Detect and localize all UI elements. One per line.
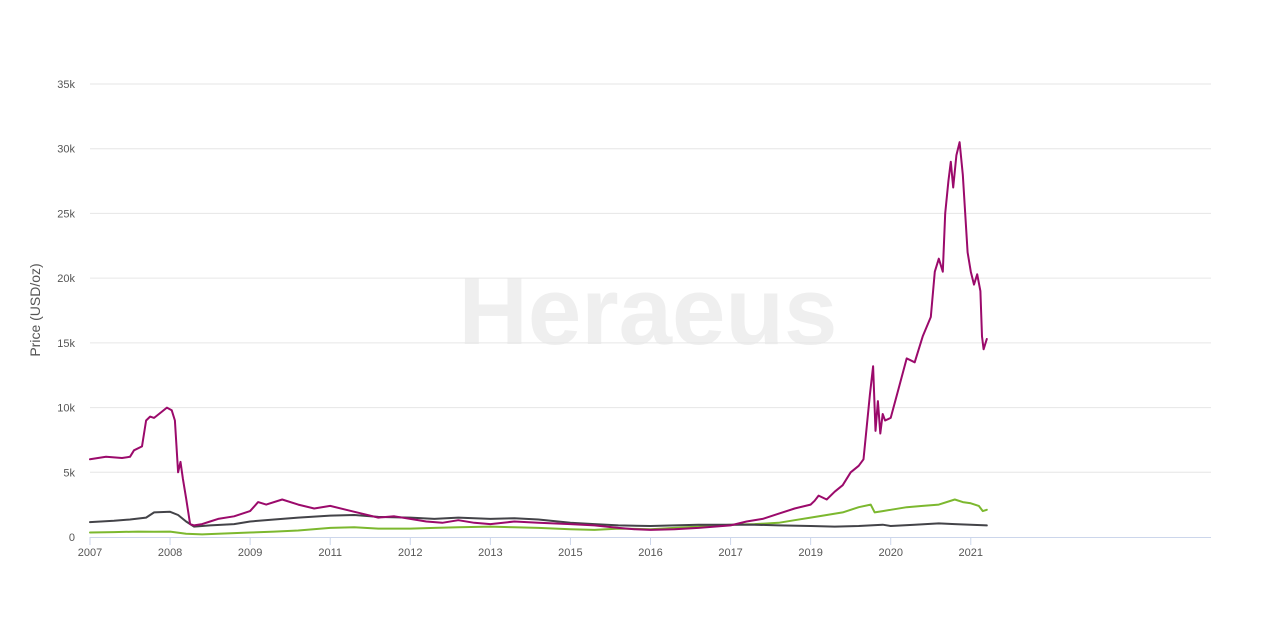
y-tick-label: 30k [57,144,75,156]
x-tick-label: 2016 [638,547,662,559]
x-tick-label: 2019 [798,547,822,559]
series-line [89,510,988,528]
gridlines [90,83,1211,473]
series-line [89,141,988,531]
watermark-logo: Heraeus [459,258,838,365]
x-tick-label: 2013 [478,547,502,559]
x-tick-label: 2020 [878,547,902,559]
y-tick-label: 20k [57,273,75,285]
x-tick-label: 2011 [318,547,342,559]
x-tick-label: 2015 [558,547,582,559]
y-tick-label: 35k [57,79,75,91]
y-tick-label: 25k [57,208,75,220]
y-axis-title: Price (USD/oz) [27,263,43,356]
x-tick-label: 2007 [78,547,102,559]
y-tick-label: 10k [57,403,75,415]
y-tick-label: 5k [63,467,75,479]
y-axis-tick-labels: 0 5k 10k 15k 20k 25k 30k 35k [57,79,75,544]
x-tick-label: 2009 [238,547,262,559]
x-tick-label: 2012 [398,547,422,559]
x-axis: 2007 2008 2009 2011 2012 2013 2015 2016 2017 2019… [78,537,1211,559]
x-tick-label: 2021 [959,547,983,559]
x-tick-label: 2008 [158,547,182,559]
y-tick-label: 15k [57,338,75,350]
series-layer [89,141,988,536]
y-tick-label: 0 [69,532,75,544]
x-tick-label: 2017 [718,547,742,559]
